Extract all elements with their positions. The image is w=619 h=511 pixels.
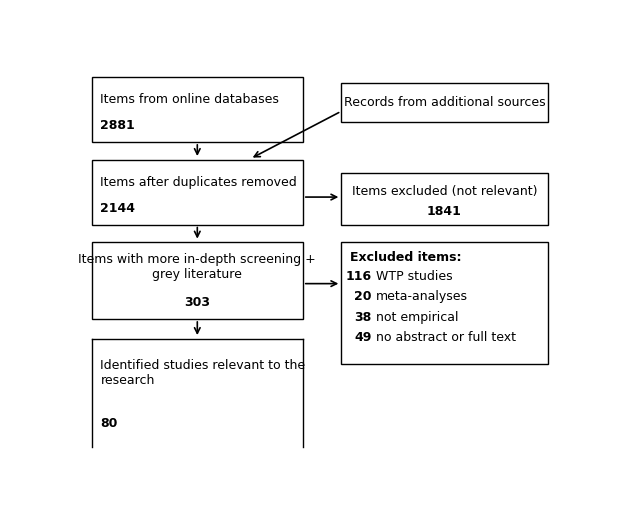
Text: 1841: 1841 (427, 205, 462, 218)
Text: Records from additional sources: Records from additional sources (344, 96, 545, 109)
Bar (341, 242, 548, 364)
Text: not empirical: not empirical (376, 311, 459, 324)
Text: Items excluded (not relevant): Items excluded (not relevant) (352, 185, 537, 198)
Bar (341, 173, 548, 225)
Bar (92, 77, 303, 142)
Bar (92, 159, 303, 225)
Text: 2881: 2881 (100, 119, 135, 132)
Text: no abstract or full text: no abstract or full text (376, 331, 516, 344)
Text: Items after duplicates removed: Items after duplicates removed (100, 176, 297, 189)
Text: 303: 303 (184, 296, 210, 309)
Text: 2144: 2144 (100, 202, 136, 215)
Text: Identified studies relevant to the
research: Identified studies relevant to the resea… (100, 359, 306, 387)
Bar (92, 242, 303, 319)
Text: 38: 38 (354, 311, 371, 324)
Text: 116: 116 (345, 270, 371, 283)
Bar (341, 83, 548, 122)
Text: Excluded items:: Excluded items: (350, 251, 461, 264)
Text: 20: 20 (354, 290, 371, 304)
Text: Items with more in-depth screening +
grey literature: Items with more in-depth screening + gre… (79, 253, 316, 281)
Text: Items from online databases: Items from online databases (100, 94, 279, 106)
Text: 80: 80 (100, 416, 118, 430)
Text: 49: 49 (354, 331, 371, 344)
Text: meta-analyses: meta-analyses (376, 290, 468, 304)
Text: WTP studies: WTP studies (376, 270, 453, 283)
